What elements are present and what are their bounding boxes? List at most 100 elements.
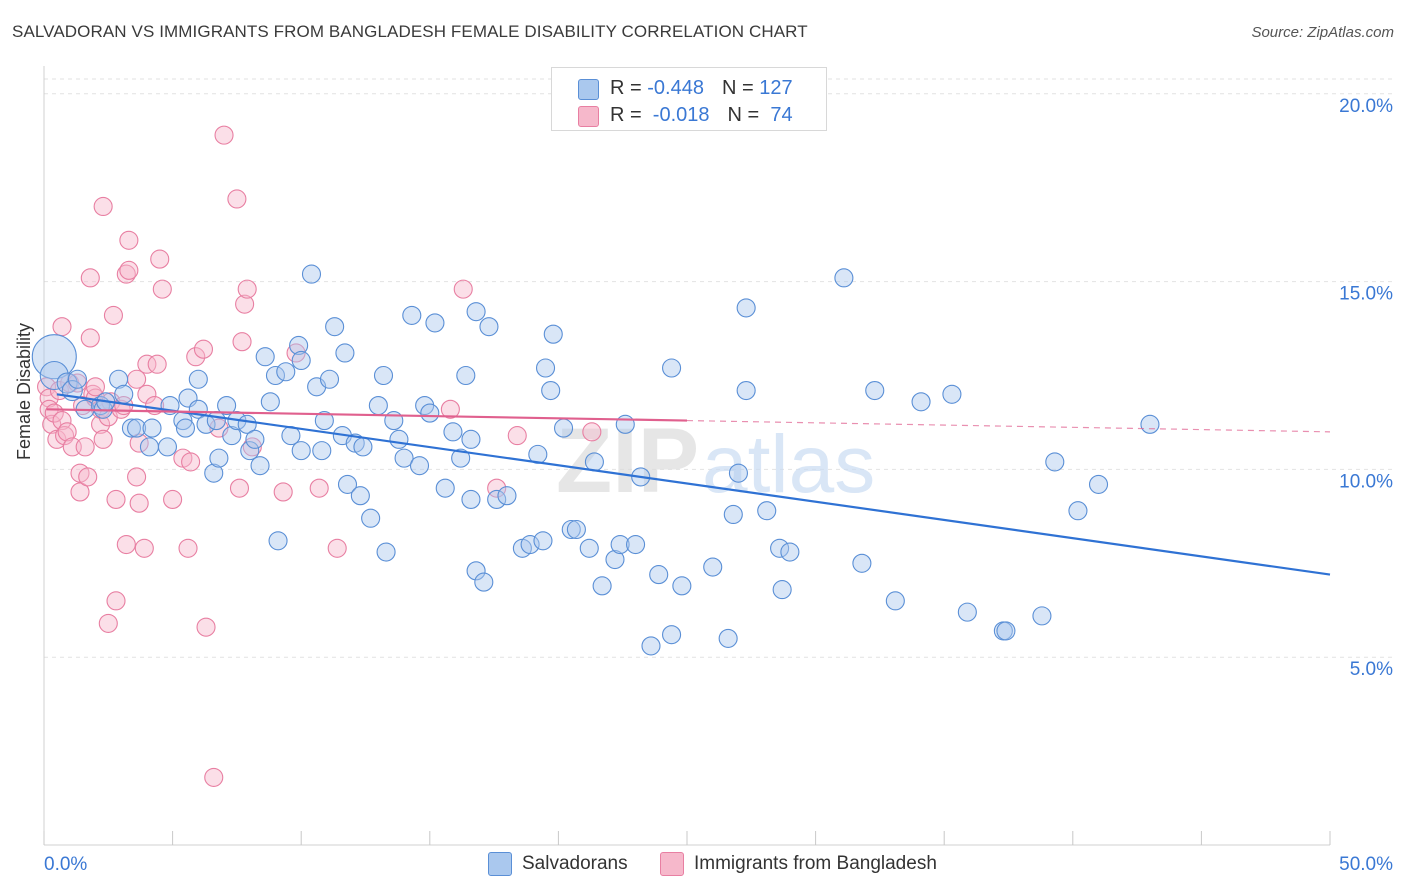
salvadoran-point [736, 380, 756, 401]
salvadoran-point [770, 538, 790, 558]
salvadoran-point [425, 313, 445, 333]
bangladesh-point [75, 437, 95, 457]
bangladesh-point [229, 478, 250, 498]
salvadoran-point [353, 437, 373, 457]
stats-row-salvadorans: R = -0.448 N = 127 [552, 74, 826, 102]
salvadoran-point [260, 392, 280, 412]
salvadoran-point [535, 358, 556, 378]
salvadoran-point [39, 360, 69, 391]
salvadoran-point [175, 418, 196, 438]
bangladesh-point [91, 414, 111, 434]
bangladesh-point [98, 613, 118, 633]
salvadoran-point [337, 474, 358, 494]
salvadoran-point [1140, 414, 1160, 434]
salvadoran-point [376, 542, 396, 562]
bangladesh-point [119, 230, 139, 250]
chart-title: SALVADORAN VS IMMIGRANTS FROM BANGLADESH… [12, 22, 808, 41]
salvadoran-point [497, 486, 517, 506]
n-value: 74 [764, 104, 793, 126]
salvadoran-point [394, 448, 414, 468]
salvadoran-point [615, 414, 635, 434]
bangladesh-point [134, 538, 154, 558]
salvadoran-point [579, 538, 599, 558]
salvadoran-point [584, 452, 604, 472]
salvadoran-point [157, 437, 178, 457]
salvadoran-point [301, 264, 322, 284]
bangladesh-point [582, 422, 602, 442]
bangladesh-point [507, 426, 527, 446]
bangladesh-point [127, 369, 147, 389]
x-tick-label: 50.0% [1339, 854, 1393, 875]
legend-swatch-pink [660, 852, 684, 876]
r-label: R = [610, 77, 648, 99]
salvadoran-point [649, 565, 669, 585]
bangladesh-point [116, 534, 136, 555]
salvadoran-point [268, 531, 288, 551]
salvadoran-point [474, 572, 494, 592]
salvadoran-point [942, 384, 962, 404]
salvadoran-point [561, 519, 581, 540]
salvadoran-point [373, 365, 394, 386]
n-label: N = [721, 77, 760, 99]
salvadoran-point [255, 347, 275, 367]
bangladesh-point [103, 305, 123, 325]
bangladesh-point [235, 294, 255, 314]
salvadoran-point [250, 456, 270, 476]
bangladesh-point [80, 328, 100, 348]
bangladesh-point [52, 411, 72, 431]
source-label: Source: ZipAtlas.com [1251, 24, 1394, 41]
bangladesh-point [193, 339, 214, 359]
salvadoran-point [466, 302, 486, 322]
bangladesh-point [232, 332, 252, 352]
bangladesh-point [186, 347, 206, 367]
bangladesh-point [119, 260, 139, 280]
salvadoran-point [435, 478, 455, 498]
stats-legend: R = -0.448 N = 127 R = -0.018 N = 74 [551, 67, 827, 131]
salvadoran-point [461, 489, 481, 509]
salvadoran-point [466, 561, 486, 581]
salvadoran-point [553, 418, 574, 438]
salvadoran-point [209, 448, 229, 468]
salvadoran-point [240, 441, 260, 461]
salvadoran-point [834, 268, 854, 288]
salvadoran-point [957, 602, 977, 622]
salvadoran-points [31, 264, 1160, 656]
bangladesh-point [147, 354, 167, 374]
bangladesh-point [106, 489, 126, 509]
watermark-zip: ZIP [556, 410, 699, 512]
bangladesh-point [93, 196, 113, 217]
bangladesh-point [327, 538, 347, 558]
salvadoran-point [728, 463, 748, 483]
salvadoran-point [139, 437, 160, 457]
salvadoran-point [461, 429, 481, 449]
salvadoran-point [1068, 501, 1088, 521]
y-tick-label: 5.0% [1350, 659, 1393, 680]
salvadoran-point [672, 576, 692, 596]
salvadoran-point [780, 542, 800, 562]
salvadoran-point [368, 396, 388, 416]
salvadoran-point [605, 549, 625, 570]
bangladesh-point [93, 429, 113, 449]
salvadoran-point [109, 369, 129, 389]
salvadoran-point [206, 411, 226, 431]
legend-item-bangladesh: Immigrants from Bangladesh [660, 851, 937, 877]
bangladesh-point [80, 268, 100, 288]
salvadoran-point [420, 403, 440, 423]
salvadoran-point [289, 335, 309, 356]
bangladesh-trend-line [46, 408, 688, 422]
watermark: ZIP atlas [556, 410, 875, 512]
salvadoran-point [325, 317, 345, 337]
salvadoran-point [217, 396, 237, 416]
bangladesh-point [127, 467, 147, 487]
watermark-atlas: atlas [702, 419, 875, 510]
salvadoran-point [451, 448, 471, 468]
bangladesh-point [181, 452, 201, 472]
bangladesh-point [453, 279, 473, 299]
salvadoran-point [757, 501, 777, 521]
n-value: 127 [759, 77, 793, 99]
bangladesh-point [85, 377, 105, 397]
bangladesh-point [129, 493, 149, 513]
legend-swatch-blue [578, 79, 599, 100]
trend-lines [46, 393, 1331, 576]
salvadoran-point [245, 429, 265, 449]
